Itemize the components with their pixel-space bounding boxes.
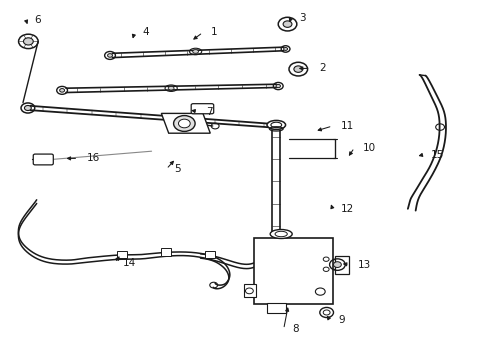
- Text: 9: 9: [338, 315, 345, 325]
- Bar: [243, 284, 255, 297]
- FancyBboxPatch shape: [191, 104, 213, 114]
- Circle shape: [23, 38, 33, 45]
- Text: 13: 13: [357, 260, 370, 270]
- Bar: [254, 238, 332, 304]
- Text: 10: 10: [362, 143, 375, 153]
- Circle shape: [293, 66, 302, 72]
- Bar: [161, 248, 171, 256]
- Ellipse shape: [270, 230, 292, 239]
- Ellipse shape: [192, 50, 198, 53]
- Ellipse shape: [168, 86, 174, 90]
- Text: 11: 11: [340, 121, 353, 131]
- Ellipse shape: [275, 85, 280, 88]
- Ellipse shape: [266, 120, 285, 129]
- Ellipse shape: [283, 48, 287, 50]
- Text: 4: 4: [142, 27, 149, 37]
- Circle shape: [333, 262, 341, 267]
- Ellipse shape: [60, 89, 64, 92]
- Text: 14: 14: [123, 258, 136, 268]
- Circle shape: [178, 119, 190, 128]
- Text: 8: 8: [291, 324, 298, 334]
- Ellipse shape: [107, 54, 112, 57]
- Polygon shape: [161, 113, 210, 133]
- Text: 12: 12: [340, 204, 353, 214]
- Bar: [334, 256, 348, 274]
- Circle shape: [173, 116, 195, 131]
- Ellipse shape: [24, 105, 31, 111]
- Text: 5: 5: [174, 164, 181, 174]
- Text: 3: 3: [299, 13, 305, 23]
- Text: 16: 16: [86, 153, 100, 163]
- Text: 15: 15: [430, 150, 444, 160]
- FancyBboxPatch shape: [33, 154, 53, 165]
- Text: 7: 7: [206, 107, 213, 117]
- Bar: [117, 251, 127, 258]
- Text: 2: 2: [318, 63, 325, 73]
- Text: 1: 1: [211, 27, 218, 37]
- Circle shape: [283, 21, 291, 27]
- Bar: [266, 303, 285, 313]
- Bar: [205, 251, 215, 258]
- Text: 6: 6: [34, 15, 41, 25]
